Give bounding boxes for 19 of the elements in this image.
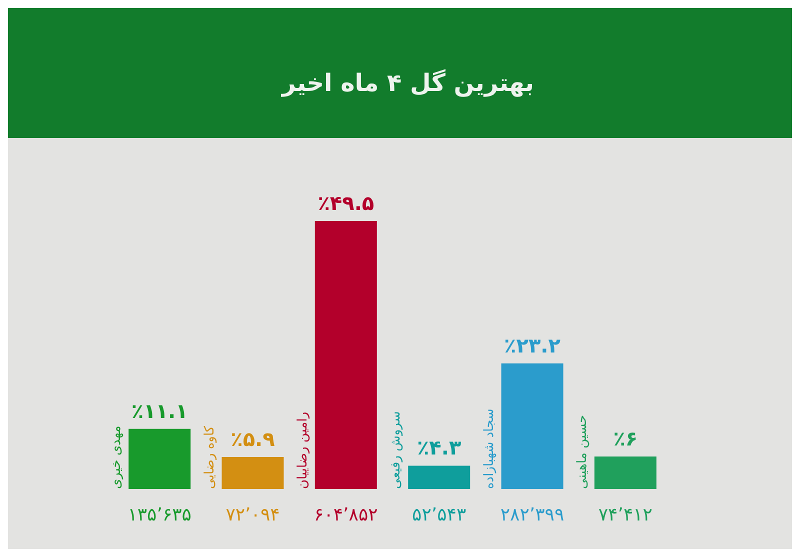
text: ۷۴٬۴۱۲	[598, 504, 652, 526]
data-label: ٪۴۹.۵	[318, 191, 374, 215]
x-tick-label: مهدی خیری	[109, 426, 124, 489]
data-label: ٪۱۱.۱	[131, 398, 188, 423]
x-tick-label: کاوه رضایی	[202, 425, 218, 489]
x-tick-label: رامین رضاییان	[295, 412, 310, 489]
text: ۶۰۴٬۸۵۲	[314, 504, 378, 526]
data-label: ٪۴.۳	[416, 436, 462, 460]
x-tick-label: سروش رفیعی	[388, 411, 404, 489]
text: ۲۸۲٬۳۹۹	[500, 504, 564, 526]
text: ۵۲٬۵۴۳	[412, 504, 466, 526]
text: ۷۲٬۰۹۴	[226, 504, 280, 526]
x-tick-label: حسین ماهینی	[574, 414, 590, 489]
data-label: ٪۲۳.۲	[504, 333, 560, 358]
text: ۱۳۵٬۶۳۵	[128, 504, 192, 526]
data-label: ٪۵.۹	[230, 427, 275, 452]
x-tick-label: سجاد شهبازاده	[482, 408, 497, 489]
data-label: ٪۶	[613, 426, 638, 451]
chart-title: بهترین گل ۴ ماه اخیر	[281, 69, 534, 97]
